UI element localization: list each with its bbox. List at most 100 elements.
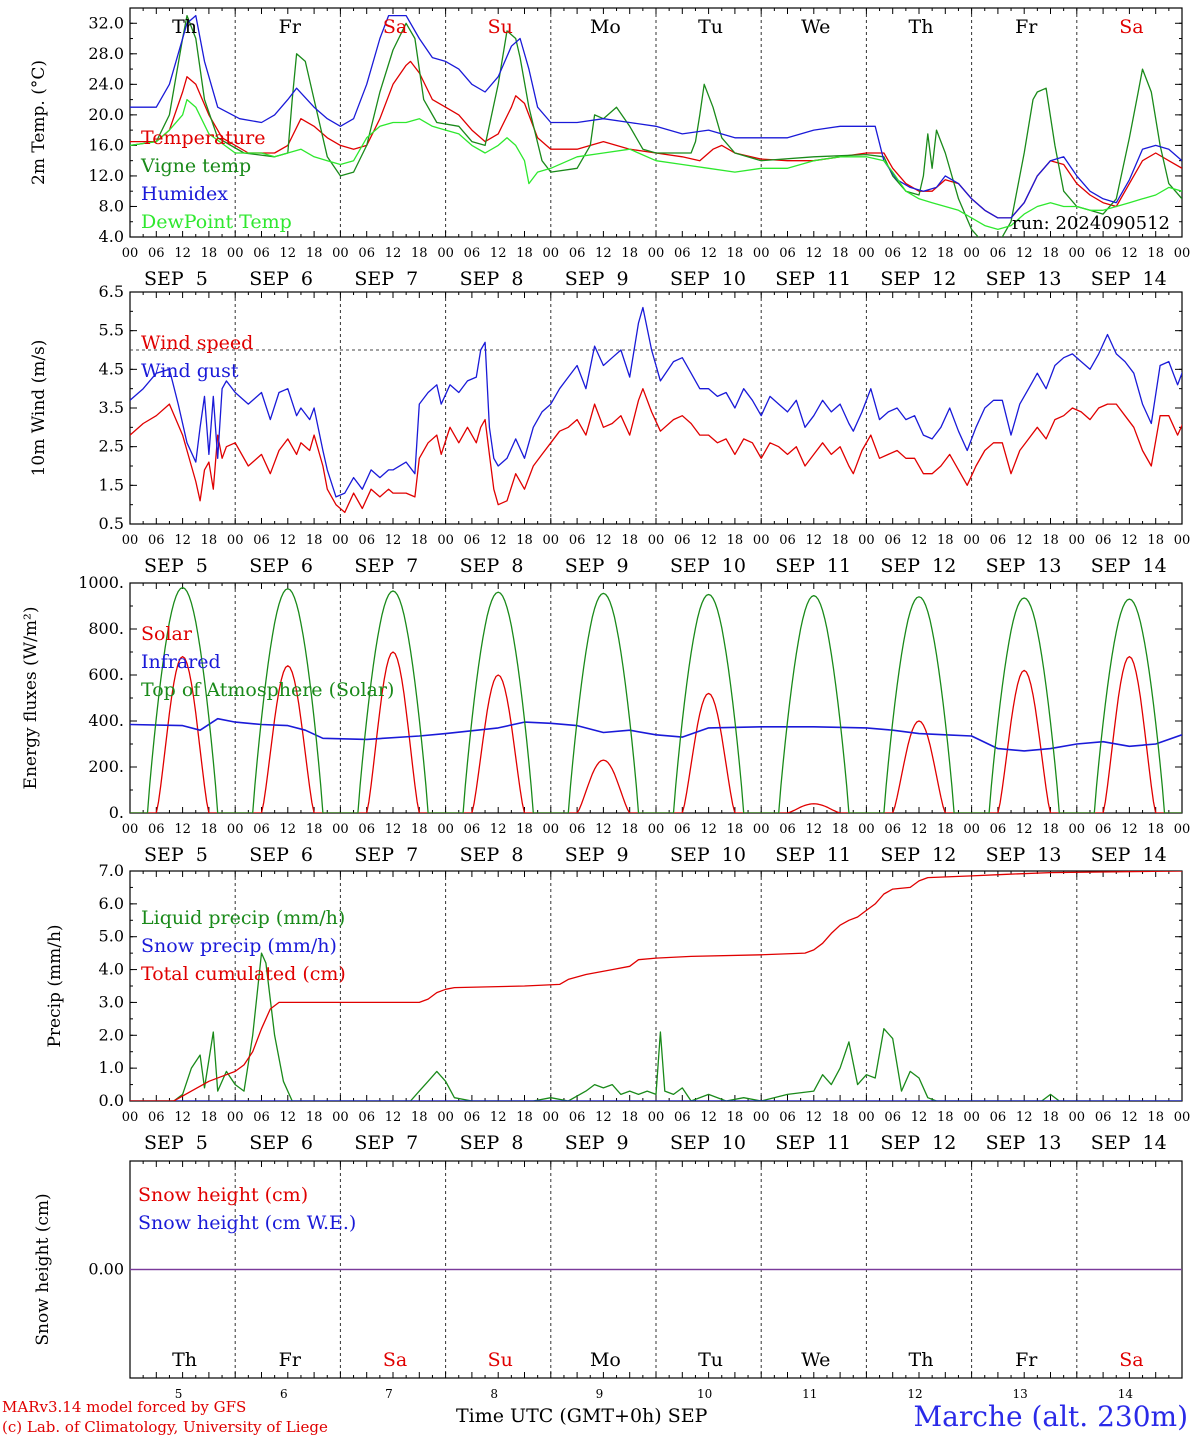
- hour-tick-label: 00: [1174, 533, 1191, 548]
- hour-tick-label: 06: [1095, 246, 1112, 261]
- hour-tick-label: 00: [227, 246, 244, 261]
- y-axis-title: Energy fluxes (W/m²): [21, 607, 41, 790]
- hour-tick-label: 06: [569, 1110, 586, 1125]
- hour-tick-label: 12: [595, 246, 612, 261]
- series-top-of-atmosphere-solar-: [130, 586, 1182, 813]
- hour-tick-label: 18: [516, 1110, 533, 1125]
- hour-tick-label: 18: [306, 822, 323, 837]
- y-axis-title: Precip (mm/h): [45, 924, 65, 1047]
- day-number-label: 6: [280, 1387, 288, 1401]
- hour-tick-label: 06: [884, 1110, 901, 1125]
- hour-tick-label: 00: [963, 1110, 980, 1125]
- y-tick-label: 5.5: [99, 321, 124, 340]
- hour-tick-label: 18: [1147, 1110, 1164, 1125]
- y-tick-label: 1.5: [99, 475, 124, 494]
- y-tick-label: 0.5: [99, 514, 124, 533]
- hour-tick-label: 06: [1095, 1110, 1112, 1125]
- hour-tick-label: 12: [385, 246, 402, 261]
- hour-tick-label: 18: [411, 246, 428, 261]
- legend-item: Total cumulated (cm): [141, 963, 346, 985]
- date-label: SEP 8: [460, 555, 524, 577]
- date-label: SEP 6: [249, 268, 313, 290]
- date-label: SEP 12: [880, 1132, 956, 1154]
- hour-tick-label: 12: [280, 822, 297, 837]
- day-name: Su: [488, 1349, 513, 1371]
- hour-tick-label: 12: [385, 1110, 402, 1125]
- hour-tick-label: 00: [543, 533, 560, 548]
- date-label: SEP 9: [565, 268, 629, 290]
- hour-tick-label: 00: [437, 822, 454, 837]
- hour-tick-label: 18: [621, 246, 638, 261]
- hour-tick-label: 12: [174, 1110, 191, 1125]
- date-label: SEP 11: [775, 844, 851, 866]
- hour-tick-label: 12: [490, 246, 507, 261]
- hour-tick-label: 00: [753, 246, 770, 261]
- hour-tick-label: 18: [727, 1110, 744, 1125]
- hour-tick-label: 06: [253, 1110, 270, 1125]
- hour-tick-label: 06: [148, 246, 165, 261]
- hour-tick-label: 18: [1147, 533, 1164, 548]
- plot-area: [130, 586, 1182, 813]
- y-tick-label: 28.0: [88, 44, 124, 63]
- date-label: SEP 14: [1091, 844, 1167, 866]
- hour-tick-label: 00: [1174, 1110, 1191, 1125]
- y-tick-label: 2.0: [99, 1025, 124, 1044]
- hour-tick-label: 06: [990, 246, 1007, 261]
- day-number-label: 5: [175, 1387, 183, 1401]
- hour-tick-label: 00: [1069, 246, 1086, 261]
- hour-tick-label: 06: [884, 533, 901, 548]
- hour-tick-label: 06: [464, 822, 481, 837]
- series-total-cumulated-cm-: [130, 871, 1182, 1101]
- hour-tick-label: 12: [911, 822, 928, 837]
- y-tick-label: 3.5: [99, 398, 124, 417]
- hour-tick-label: 00: [122, 822, 139, 837]
- y-tick-label: 5.0: [99, 927, 124, 946]
- date-label: SEP 11: [775, 268, 851, 290]
- hour-tick-label: 06: [253, 533, 270, 548]
- hour-tick-label: 18: [516, 822, 533, 837]
- hour-tick-label: 00: [437, 246, 454, 261]
- hour-tick-label: 06: [464, 246, 481, 261]
- hour-tick-label: 00: [122, 246, 139, 261]
- hour-tick-label: 06: [990, 822, 1007, 837]
- hour-tick-label: 12: [174, 533, 191, 548]
- hour-tick-label: 00: [648, 1110, 665, 1125]
- plot-area: [130, 871, 1182, 1101]
- date-label: SEP 6: [249, 844, 313, 866]
- hour-tick-label: 12: [911, 246, 928, 261]
- hour-tick-label: 00: [1069, 822, 1086, 837]
- day-name: Fr: [279, 1349, 302, 1371]
- hour-tick-label: 00: [332, 822, 349, 837]
- hour-tick-label: 18: [1147, 246, 1164, 261]
- legend-item: Wind gust: [141, 360, 239, 382]
- hour-tick-label: 12: [385, 822, 402, 837]
- y-tick-label: 8.0: [99, 196, 124, 215]
- hour-tick-label: 18: [1042, 533, 1059, 548]
- day-name: Th: [909, 1349, 934, 1371]
- hour-tick-label: 00: [1069, 533, 1086, 548]
- hour-tick-label: 18: [411, 822, 428, 837]
- date-label: SEP 10: [670, 1132, 746, 1154]
- y-tick-label: 12.0: [88, 166, 124, 185]
- hour-tick-label: 12: [700, 533, 717, 548]
- series-vigne-temp: [130, 14, 1182, 237]
- day-name: Tu: [698, 16, 723, 38]
- hour-tick-label: 06: [464, 533, 481, 548]
- hour-tick-label: 18: [1147, 822, 1164, 837]
- hour-tick-label: 12: [1016, 246, 1033, 261]
- y-tick-label: 20.0: [88, 105, 124, 124]
- hour-tick-label: 06: [674, 246, 691, 261]
- hour-tick-label: 18: [937, 533, 954, 548]
- hour-tick-label: 12: [700, 822, 717, 837]
- day-name: Sa: [1119, 16, 1143, 38]
- hour-tick-label: 18: [201, 533, 218, 548]
- hour-tick-label: 12: [595, 533, 612, 548]
- hour-tick-label: 00: [648, 822, 665, 837]
- day-name: Th: [909, 16, 934, 38]
- hour-tick-label: 06: [358, 533, 375, 548]
- hour-tick-label: 12: [385, 533, 402, 548]
- hour-tick-label: 18: [621, 533, 638, 548]
- day-name: Th: [172, 1349, 197, 1371]
- day-name: Mo: [590, 16, 621, 38]
